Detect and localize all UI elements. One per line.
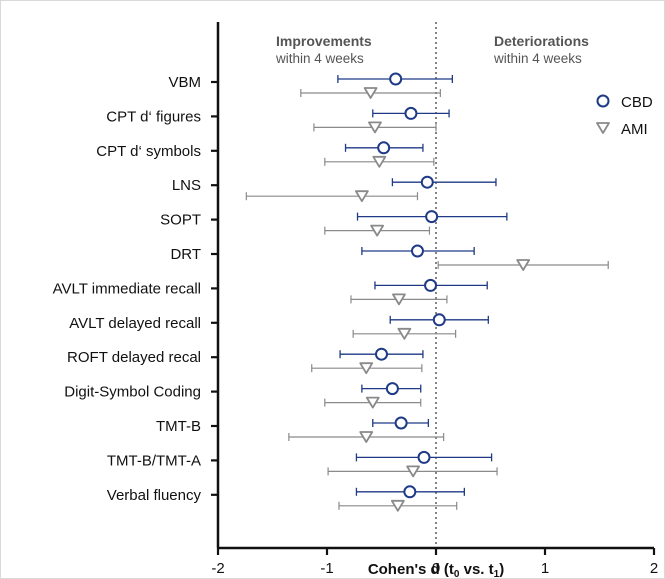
cbd-point: [424, 278, 438, 292]
legend-ami-triangle-icon: [596, 122, 610, 134]
category-label: AVLT immediate recall: [53, 280, 201, 297]
cbd-point: [410, 244, 424, 258]
x-tick-label: 2: [650, 560, 658, 577]
category-label: AVLT delayed recall: [69, 315, 201, 332]
ami-point: [359, 431, 374, 443]
cbd-point: [432, 313, 446, 327]
deteriorations-title: Deteriorations: [494, 33, 589, 49]
x-axis-ticks: -2 -1 0 1 2: [211, 548, 658, 577]
legend-ami-label: AMI: [621, 121, 648, 138]
error-bars: [245, 75, 609, 510]
category-label: TMT-B/TMT-A: [107, 452, 201, 469]
category-label: DRT: [170, 246, 201, 263]
x-axis-title: Cohen's d (t0 vs. t1): [368, 561, 504, 579]
x-tick-label: 1: [541, 560, 549, 577]
ami-point: [390, 499, 405, 512]
category-label: SOPT: [160, 212, 201, 229]
legend: CBD AMI: [596, 94, 653, 138]
category-label: CPT d‘ figures: [106, 108, 201, 125]
cbd-point: [404, 106, 418, 120]
ami-point: [365, 396, 380, 409]
category-label: ROFT delayed recal: [67, 349, 201, 366]
category-label: Digit-Symbol Coding: [64, 384, 201, 401]
cbd-point: [377, 141, 391, 155]
improvements-subtitle: within 4 weeks: [275, 51, 364, 66]
ami-point: [370, 224, 385, 237]
ami-point: [368, 121, 382, 134]
x-tick-label: -1: [320, 560, 333, 577]
ami-point: [372, 155, 387, 168]
ami-point: [363, 87, 378, 99]
cbd-point: [375, 347, 388, 361]
cbd-point: [417, 450, 431, 464]
legend-cbd-label: CBD: [621, 94, 653, 111]
category-label: VBM: [168, 74, 201, 91]
ami-point: [359, 362, 374, 375]
category-labels: VBM CPT d‘ figures CPT d‘ symbols LNS SOPT DR…: [53, 74, 202, 504]
ami-point: [406, 465, 421, 478]
x-tick-label: 0: [432, 560, 440, 577]
cbd-point: [385, 382, 399, 396]
cbd-point: [420, 175, 434, 189]
deteriorations-subtitle: within 4 weeks: [493, 51, 582, 66]
category-label: LNS: [172, 177, 201, 194]
cbd-point: [425, 210, 439, 224]
ami-point: [354, 190, 369, 203]
x-tick-label: -2: [211, 560, 224, 577]
cbd-point: [403, 485, 417, 499]
legend-cbd-circle-icon: [596, 94, 610, 108]
category-label: CPT d‘ symbols: [96, 143, 201, 160]
cbd-point: [394, 416, 408, 430]
y-axis-ticks: [211, 80, 218, 496]
ami-point: [392, 293, 406, 306]
ami-point: [516, 259, 531, 271]
category-label: Verbal fluency: [107, 487, 202, 504]
point-markers: [354, 72, 531, 512]
cbd-point: [389, 72, 403, 86]
ami-point: [397, 327, 412, 340]
category-label: TMT-B: [156, 418, 201, 435]
improvements-title: Improvements: [276, 33, 372, 49]
